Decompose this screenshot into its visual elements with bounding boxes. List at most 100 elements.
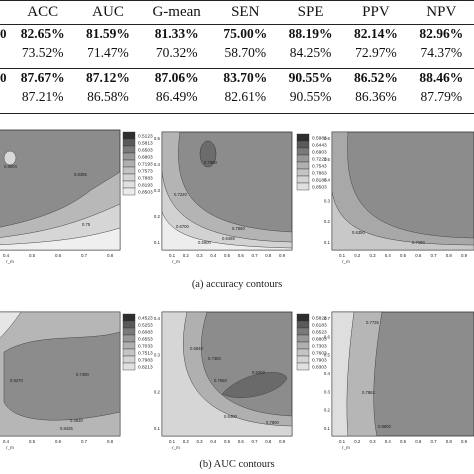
- header-ppv: PPV: [362, 3, 390, 20]
- group-rule: [0, 68, 474, 69]
- x-axis-label: r_m: [172, 259, 180, 264]
- x-tick-label: 0.6: [55, 439, 62, 444]
- legend-swatch: [296, 355, 310, 364]
- x-tick-label: 0.6: [238, 439, 245, 444]
- y-tick-label: 0.4: [154, 316, 161, 321]
- legend-label: 0.7193: [138, 162, 153, 168]
- x-tick-label: 0.3: [369, 439, 376, 444]
- x-tick-label: 0.4: [3, 439, 10, 444]
- legend-swatch: [296, 320, 310, 329]
- x-tick-label: 0.3: [369, 253, 376, 258]
- caption-auc: (b) AUC contours: [199, 459, 275, 470]
- x-tick-label: 0.9: [279, 439, 286, 444]
- y-tick-label: 0.3: [154, 188, 161, 193]
- x-tick-label: 0.2: [354, 439, 361, 444]
- contour-label: 0.6400: [224, 414, 237, 419]
- legend-swatch: [296, 133, 310, 142]
- contour-label: 0.7650: [204, 160, 217, 165]
- x-tick-label: 0.9: [461, 439, 468, 444]
- x-tick-label: 0.5: [224, 253, 231, 258]
- y-tick-label: 0.2: [324, 408, 331, 413]
- contour-label: 0.6700: [176, 224, 189, 229]
- legend-label: 0.5823: [312, 316, 327, 322]
- table-cell: 88.19%: [288, 25, 333, 41]
- legend-swatch: [122, 159, 136, 168]
- legend-label: 0.6803: [138, 155, 153, 161]
- table-cell: 72.97%: [355, 44, 397, 60]
- x-tick-label: 0.1: [339, 439, 346, 444]
- legend-swatch: [296, 313, 310, 322]
- legend-swatch: [296, 182, 310, 191]
- x-tick-label: 0.5: [29, 253, 36, 258]
- contour-band: [331, 311, 355, 437]
- header-spe: SPE: [297, 3, 324, 20]
- legend-label: 0.6443: [312, 143, 327, 149]
- y-tick-label: 0.2: [324, 219, 331, 224]
- y-tick-label: 0.1: [324, 240, 331, 245]
- y-tick-label: 0.1: [154, 240, 161, 245]
- legend-swatch: [296, 348, 310, 357]
- x-tick-label: 0.6: [415, 253, 422, 258]
- table-cell: 71.47%: [87, 44, 129, 60]
- contour-peak: [3, 150, 17, 166]
- legend-swatch: [122, 187, 136, 196]
- contour-band: [161, 311, 293, 437]
- legend-label: 0.6553: [138, 337, 153, 343]
- table-bottom-rule: [0, 113, 474, 114]
- legend-swatch: [296, 140, 310, 149]
- legend-swatch: [122, 348, 136, 357]
- table-cell: 82.65%: [20, 25, 65, 41]
- legend-swatch: [296, 147, 310, 156]
- table-cell: 86.36%: [355, 88, 397, 104]
- contour-label: 0.7862: [362, 390, 375, 395]
- table-cell: 90.55%: [289, 88, 332, 104]
- results-table: ACC AUC G-mean SEN SPE PPV NPV 0 82.65% 81…: [0, 0, 474, 116]
- contour-label: 0.8600: [378, 424, 391, 429]
- y-tick-label: 0.2: [154, 214, 161, 219]
- contour-band: [0, 311, 22, 339]
- legend-label: 0.7543: [312, 164, 327, 170]
- x-tick-label: 0.4: [385, 439, 392, 444]
- y-tick-label: 0.5: [324, 157, 331, 162]
- x-tick-label: 0.8: [107, 439, 114, 444]
- contour-band: [161, 211, 293, 251]
- contour-label: 0.7480: [76, 372, 89, 377]
- legend-label: 0.7983: [138, 358, 153, 364]
- contour-label: 0.8270: [10, 378, 23, 383]
- y-tick-label: 0.6: [324, 136, 331, 141]
- table-cell: 86.49%: [155, 88, 198, 104]
- legend-label: 0.4523: [138, 316, 153, 322]
- contour-label: 0.8004: [4, 164, 17, 169]
- table-row: 73.52% 71.47% 70.32% 58.70% 84.25% 72.97% 74.3…: [0, 43, 474, 62]
- legend-swatch: [122, 355, 136, 364]
- x-tick-label: 0.6: [55, 253, 62, 258]
- y-tick-label: 0.3: [324, 389, 331, 394]
- table-row: 87.21% 86.58% 86.49% 82.61% 90.55% 86.36% 87.7…: [0, 87, 474, 106]
- legend-label: 0.7603: [312, 351, 327, 357]
- contour-band: [161, 171, 293, 251]
- x-tick-label: 0.6: [238, 253, 245, 258]
- legend-label: 0.6183: [312, 323, 327, 329]
- x-tick-label: 0.7: [251, 439, 258, 444]
- x-tick-label: 0.9: [279, 253, 286, 258]
- table-cell: 75.00%: [223, 25, 268, 41]
- table-header-row: ACC AUC G-mean SEN SPE PPV NPV: [0, 0, 474, 24]
- legend-label: 0.7883: [138, 176, 153, 182]
- legend-swatch: [122, 334, 136, 343]
- legend-label: 0.7033: [138, 344, 153, 350]
- legend-swatch: [296, 334, 310, 343]
- x-tick-label: 0.4: [3, 253, 10, 258]
- row-label: 0: [0, 69, 7, 85]
- y-tick-label: 0.6: [324, 334, 331, 339]
- x-tick-label: 0.7: [81, 439, 88, 444]
- contour-label: 0.7160: [412, 240, 425, 245]
- x-tick-label: 0.5: [400, 439, 407, 444]
- y-tick-label: 0.5: [154, 136, 161, 141]
- x-tick-label: 0.4: [385, 253, 392, 258]
- x-tick-label: 0.2: [183, 439, 190, 444]
- x-tick-label: 0.5: [29, 439, 36, 444]
- contour-label: 0.7220: [174, 192, 187, 197]
- x-axis-label: r_m: [342, 259, 350, 264]
- legend-swatch: [296, 161, 310, 170]
- legend-label: 0.6523: [312, 330, 327, 336]
